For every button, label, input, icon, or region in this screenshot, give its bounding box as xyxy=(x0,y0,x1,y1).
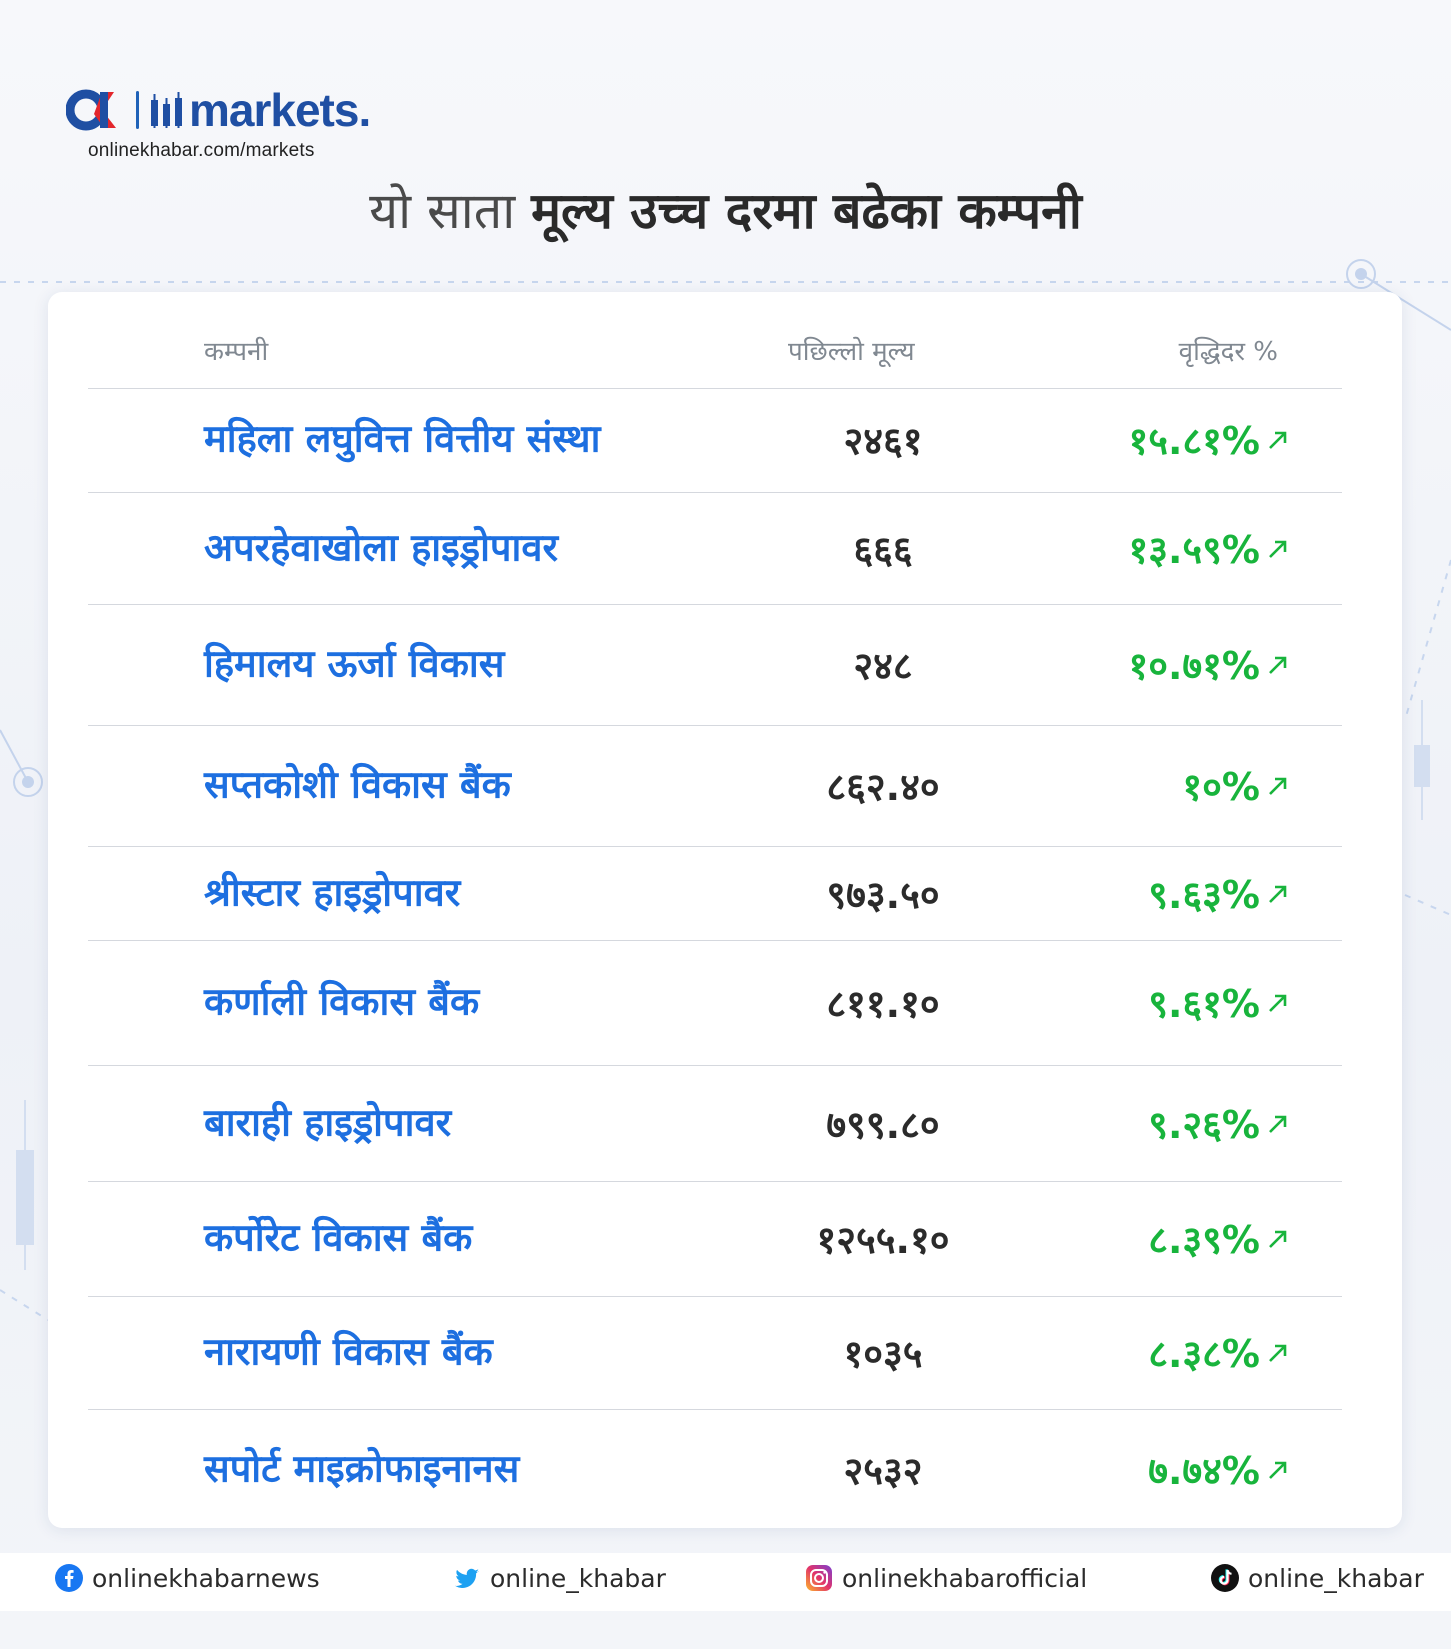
facebook-link[interactable]: onlinekhabarnews xyxy=(54,1563,320,1593)
change-value: ९.६१% xyxy=(1148,982,1260,1026)
table-row: कर्णाली विकास बैंक ८११.१० ९.६१% xyxy=(88,941,1342,1066)
table-row: सप्तकोशी विकास बैंक ८६२.४० १०% xyxy=(88,726,1342,847)
company-name: महिला लघुवित्त वित्तीय संस्था xyxy=(204,416,601,461)
up-right-arrow-icon xyxy=(1269,994,1287,1012)
up-right-arrow-icon xyxy=(1269,656,1287,674)
up-right-arrow-icon xyxy=(1269,885,1287,903)
change-value: ७.७४% xyxy=(1148,1449,1260,1493)
company-name: कर्णाली विकास बैंक xyxy=(204,979,480,1024)
change-percent: १०.७१% xyxy=(1128,639,1290,691)
twitter-handle: online_khabar xyxy=(490,1563,666,1593)
brand-url: onlinekhabar.com/markets xyxy=(88,140,315,161)
instagram-link[interactable]: onlinekhabarofficial xyxy=(804,1563,1087,1593)
company-name: सप्तकोशी विकास बैंक xyxy=(204,762,511,807)
up-right-arrow-icon xyxy=(1269,777,1287,795)
last-price: २४६१ xyxy=(843,419,923,463)
last-price: २५३२ xyxy=(843,1449,923,1493)
up-right-arrow-icon xyxy=(1269,431,1287,449)
instagram-handle: onlinekhabarofficial xyxy=(842,1563,1088,1593)
ok-logo-icon xyxy=(66,88,128,132)
last-price: ६६६ xyxy=(853,527,913,572)
candlestick-icon xyxy=(151,92,182,128)
facebook-handle: onlinekhabarnews xyxy=(92,1563,320,1593)
page-title: यो साता मूल्य उच्च दरमा बढेका कम्पनी xyxy=(0,175,1451,243)
table-header: कम्पनी पछिल्लो मूल्य वृद्धिदर % xyxy=(88,332,1342,389)
change-percent: १५.८१% xyxy=(1128,414,1290,466)
change-percent: १३.५९% xyxy=(1128,523,1290,575)
up-right-arrow-icon xyxy=(1269,1115,1287,1133)
tiktok-icon xyxy=(1211,1564,1239,1592)
tiktok-link[interactable]: online_khabar xyxy=(1210,1563,1424,1593)
title-light: यो साता xyxy=(369,182,516,240)
change-percent: ८.३९% xyxy=(1148,1213,1290,1265)
change-percent: ९.२६% xyxy=(1148,1098,1290,1150)
title-bold: मूल्य उच्च दरमा बढेका कम्पनी xyxy=(531,182,1082,240)
change-percent: ९.६१% xyxy=(1148,977,1290,1029)
social-footer: onlinekhabarnews online_khabar onlinekha… xyxy=(0,1553,1451,1611)
tiktok-handle: online_khabar xyxy=(1248,1563,1424,1593)
company-name: श्रीस्टार हाइड्रोपावर xyxy=(204,869,461,914)
last-price: ७९९.८० xyxy=(826,1102,940,1147)
header-price: पछिल्लो मूल्य xyxy=(788,337,915,367)
table-row: अपरहेवाखोला हाइड्रोपावर ६६६ १३.५९% xyxy=(88,493,1342,605)
change-value: ८.३८% xyxy=(1148,1332,1260,1376)
company-name: बाराही हाइड्रोपावर xyxy=(204,1099,452,1144)
company-name: नारायणी विकास बैंक xyxy=(204,1329,493,1374)
change-value: ९.२६% xyxy=(1148,1102,1260,1147)
last-price: ८११.१० xyxy=(826,982,940,1026)
last-price: २४८ xyxy=(853,644,913,688)
up-right-arrow-icon xyxy=(1269,1230,1287,1248)
last-price: ९७३.५० xyxy=(826,872,940,917)
table-row: कर्पोरेट विकास बैंक १२५५.१० ८.३९% xyxy=(88,1182,1342,1297)
table-row: हिमालय ऊर्जा विकास २४८ १०.७१% xyxy=(88,605,1342,726)
company-name: सपोर्ट माइक्रोफाइनानस xyxy=(204,1446,520,1491)
twitter-icon xyxy=(455,1568,479,1588)
change-value: १५.८१% xyxy=(1128,419,1260,463)
facebook-icon xyxy=(55,1564,83,1592)
table-card: कम्पनी पछिल्लो मूल्य वृद्धिदर % महिला लघ… xyxy=(48,292,1402,1528)
company-name: अपरहेवाखोला हाइड्रोपावर xyxy=(204,524,559,569)
change-value: १०.७१% xyxy=(1128,644,1260,688)
last-price: १०३५ xyxy=(843,1332,923,1376)
change-percent: ७.७४% xyxy=(1148,1444,1290,1496)
table-row: महिला लघुवित्त वित्तीय संस्था २४६१ १५.८१… xyxy=(88,388,1342,493)
company-name: कर्पोरेट विकास बैंक xyxy=(204,1215,473,1260)
table-row: नारायणी विकास बैंक १०३५ ८.३८% xyxy=(88,1297,1342,1410)
up-right-arrow-icon xyxy=(1269,1344,1287,1362)
brand-logo: markets. xyxy=(66,83,371,137)
up-right-arrow-icon xyxy=(1269,1461,1287,1479)
change-value: ८.३९% xyxy=(1148,1218,1260,1262)
change-value: १०% xyxy=(1182,765,1260,809)
instagram-icon xyxy=(806,1565,832,1591)
logo-separator xyxy=(136,91,139,129)
change-percent: ९.६३% xyxy=(1148,868,1290,920)
table-row: बाराही हाइड्रोपावर ७९९.८० ९.२६% xyxy=(88,1066,1342,1182)
table-row: श्रीस्टार हाइड्रोपावर ९७३.५० ९.६३% xyxy=(88,847,1342,941)
table-body: महिला लघुवित्त वित्तीय संस्था २४६१ १५.८१… xyxy=(88,388,1342,1530)
table-row: सपोर्ट माइक्रोफाइनानस २५३२ ७.७४% xyxy=(88,1410,1342,1530)
change-percent: १०% xyxy=(1182,760,1290,812)
header-change: वृद्धिदर % xyxy=(1178,337,1278,367)
twitter-link[interactable]: online_khabar xyxy=(452,1563,666,1593)
markets-wordmark: markets. xyxy=(149,83,371,137)
change-value: १३.५९% xyxy=(1128,527,1260,572)
change-percent: ८.३८% xyxy=(1148,1327,1290,1379)
change-value: ९.६३% xyxy=(1148,872,1260,917)
header-company: कम्पनी xyxy=(204,337,269,367)
last-price: १२५५.१० xyxy=(816,1218,950,1262)
last-price: ८६२.४० xyxy=(826,765,940,809)
logo-text: markets. xyxy=(189,84,371,136)
company-name: हिमालय ऊर्जा विकास xyxy=(204,641,505,686)
brand-block: markets. onlinekhabar.com/markets xyxy=(66,83,371,162)
up-right-arrow-icon xyxy=(1269,540,1287,558)
